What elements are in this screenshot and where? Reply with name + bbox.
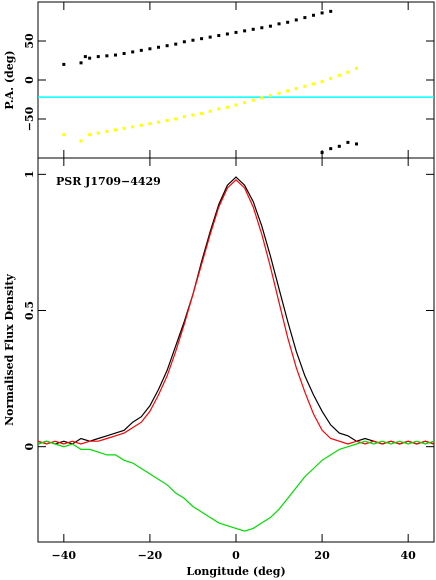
pa-point [131, 125, 135, 129]
y-tick-label: 50 [23, 33, 36, 49]
pa-point [225, 105, 229, 109]
pa-point [329, 147, 333, 151]
pa-point [217, 107, 221, 111]
pa-point [329, 76, 333, 80]
pa-point [62, 133, 66, 137]
plot-frame [37, 157, 435, 543]
pa-point [157, 120, 161, 124]
y-tick-label: 0 [23, 443, 36, 451]
y-axis-label: Normalised Flux Density [3, 274, 16, 426]
pa-point [337, 73, 341, 77]
pa-point [191, 38, 195, 42]
x-tick-label: 0 [232, 549, 240, 562]
pa-point [165, 119, 169, 123]
pa-point [243, 101, 247, 105]
pa-point [294, 18, 298, 22]
pa-point [191, 113, 195, 117]
pa-point [139, 123, 143, 127]
pa-point [96, 131, 100, 135]
pa-point [303, 84, 307, 88]
pa-point [113, 53, 117, 57]
x-tick-label: 40 [401, 549, 417, 562]
pa-point [329, 9, 333, 13]
pa-point [139, 48, 143, 52]
pa-point [165, 44, 169, 48]
pa-point [268, 94, 272, 98]
pa-point [182, 115, 186, 119]
pa-point [131, 50, 135, 54]
pa-point [182, 40, 186, 44]
pa-point [148, 47, 152, 51]
x-tick-label: −40 [52, 549, 77, 562]
profile-line [37, 440, 435, 532]
profile-line [37, 178, 435, 445]
pa-point [234, 30, 238, 34]
pa-point [79, 61, 83, 65]
pa-point [88, 56, 92, 60]
annotation: PSR J1709−4429 [56, 175, 161, 188]
pa-point [320, 11, 324, 15]
pa-point [148, 122, 152, 126]
pa-point [286, 20, 290, 24]
pa-point [174, 42, 178, 46]
pa-point [355, 66, 359, 70]
pa-point [225, 32, 229, 36]
pa-point [122, 126, 126, 130]
pa-point [208, 35, 212, 39]
pa-point [311, 13, 315, 17]
x-tick-label: −20 [138, 549, 163, 562]
pa-point [157, 45, 161, 49]
pa-point [286, 89, 290, 93]
pa-point [303, 16, 307, 20]
y-tick-label: 0.5 [23, 301, 36, 320]
pa-point [208, 109, 212, 113]
pa-point [251, 98, 255, 102]
pa-point [122, 51, 126, 55]
pa-point [200, 37, 204, 41]
plot-frame [37, 1, 435, 159]
profile-line [37, 176, 435, 445]
pa-point [200, 112, 204, 116]
pa-point [346, 140, 350, 144]
x-tick-label: 20 [314, 549, 330, 562]
pa-point [88, 133, 92, 137]
y-tick-label: 1 [23, 171, 36, 179]
pa-point [337, 144, 341, 148]
pa-point [96, 55, 100, 59]
pa-point [217, 34, 221, 38]
pa-point [355, 142, 359, 146]
pa-point [251, 27, 255, 31]
pa-point [174, 117, 178, 121]
pa-point [320, 151, 324, 155]
pa-point [234, 103, 238, 107]
pa-point [320, 80, 324, 84]
pa-point [294, 87, 298, 91]
y-tick-label: 0 [23, 76, 36, 84]
pa-point [113, 128, 117, 132]
pa-point [62, 62, 66, 66]
pa-point [277, 22, 281, 26]
pa-point [105, 129, 109, 133]
pa-point [260, 96, 264, 100]
pa-point [243, 29, 247, 33]
pa-point [277, 91, 281, 95]
pa-point [105, 54, 109, 58]
pa-point [260, 26, 264, 30]
pa-point [79, 139, 83, 143]
pa-point [83, 55, 87, 59]
x-axis-label: Longitude (deg) [186, 565, 285, 578]
pa-point [311, 82, 315, 86]
pa-point [346, 70, 350, 74]
pa-point [268, 24, 272, 28]
y-tick-label: −50 [23, 106, 36, 131]
y-axis-label: P.A. (deg) [3, 50, 16, 109]
